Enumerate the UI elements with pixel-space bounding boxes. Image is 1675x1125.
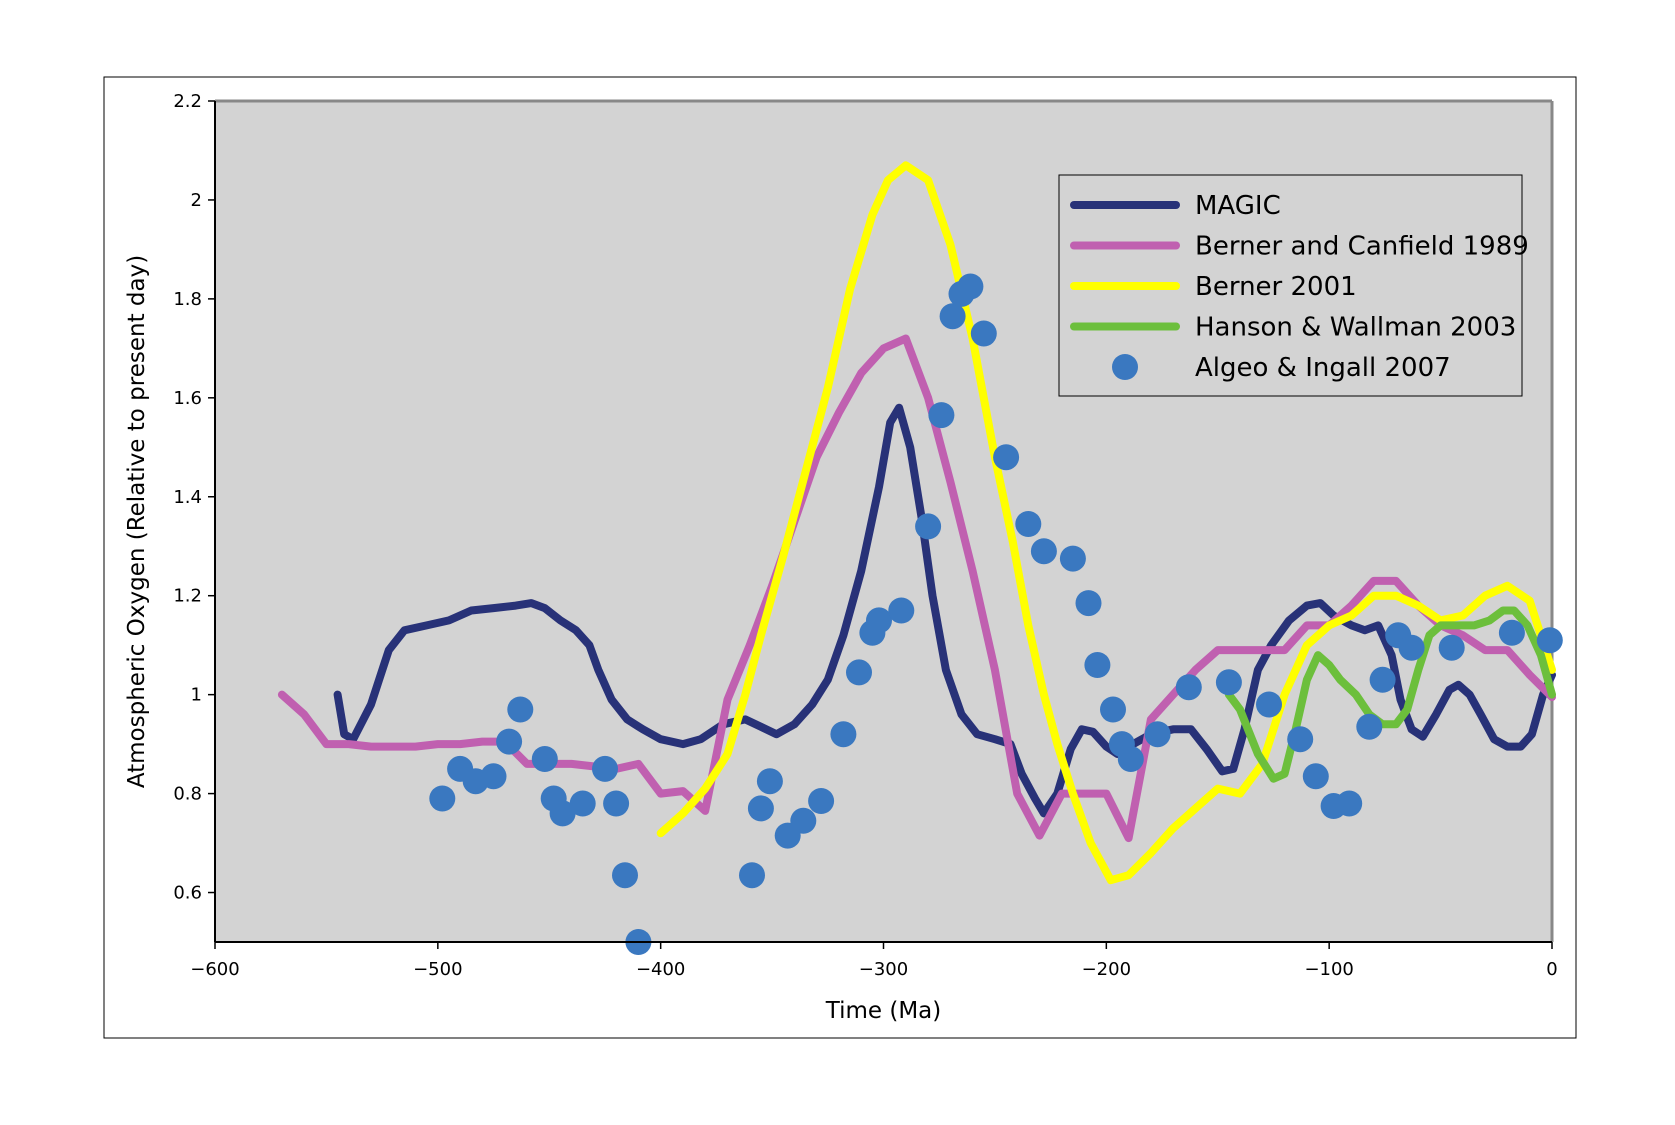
scatter-point bbox=[808, 788, 835, 814]
scatter-point bbox=[1398, 634, 1425, 661]
scatter-point bbox=[1438, 634, 1465, 661]
scatter-point bbox=[480, 763, 507, 790]
scatter-point bbox=[496, 728, 523, 755]
y-axis-title: Atmospheric Oxygen (Relative to present … bbox=[124, 255, 150, 788]
scatter-point bbox=[747, 795, 774, 822]
scatter-point bbox=[1084, 652, 1111, 678]
x-tick-label: −500 bbox=[413, 959, 462, 980]
scatter-point bbox=[1144, 721, 1171, 748]
scatter-point bbox=[603, 790, 630, 817]
scatter-point bbox=[866, 607, 892, 634]
scatter-point bbox=[739, 862, 765, 889]
scatter-point bbox=[1302, 763, 1329, 790]
scatter-point bbox=[1356, 713, 1383, 740]
scatter-point bbox=[830, 721, 857, 748]
y-tick-label: 2 bbox=[191, 190, 202, 211]
scatter-point bbox=[429, 785, 456, 812]
y-tick-label: 2.2 bbox=[173, 91, 202, 112]
scatter-point bbox=[970, 320, 997, 347]
y-tick-label: 1.8 bbox=[173, 289, 202, 310]
scatter-point bbox=[1075, 590, 1102, 617]
x-tick-label: −200 bbox=[1082, 959, 1131, 980]
x-tick-label: −100 bbox=[1304, 959, 1353, 980]
y-tick-label: 1 bbox=[191, 685, 202, 706]
scatter-point bbox=[888, 597, 915, 624]
x-tick-label: −300 bbox=[859, 959, 908, 980]
scatter-point bbox=[928, 402, 955, 429]
series-layer bbox=[277, 161, 1563, 955]
scatter-point bbox=[915, 513, 942, 540]
scatter-point bbox=[507, 696, 534, 723]
series-line-3 bbox=[1224, 606, 1556, 783]
x-tick-label: −600 bbox=[190, 959, 239, 980]
scatter-point bbox=[1100, 696, 1126, 723]
y-tick-label: 1.4 bbox=[173, 487, 202, 508]
scatter-point bbox=[790, 807, 817, 834]
series-line-1 bbox=[277, 334, 1556, 843]
scatter-point bbox=[993, 444, 1020, 471]
y-tick-label: 1.2 bbox=[173, 586, 202, 607]
scatter-point bbox=[569, 790, 596, 817]
scatter-point bbox=[957, 273, 984, 300]
plot-border bbox=[215, 99, 1554, 942]
scatter-point bbox=[1059, 545, 1086, 572]
scatter-point bbox=[846, 659, 872, 686]
scatter-point bbox=[1536, 627, 1563, 654]
legend-label: Algeo & Ingall 2007 bbox=[1195, 353, 1451, 383]
x-tick-label: 0 bbox=[1546, 959, 1557, 980]
scatter-point bbox=[1117, 746, 1144, 772]
scatter-point bbox=[1498, 619, 1525, 646]
y-tick-label: 1.6 bbox=[173, 388, 202, 409]
scatter-point bbox=[1369, 666, 1396, 693]
scatter-point bbox=[756, 768, 783, 795]
scatter-point bbox=[531, 746, 558, 772]
legend-label: Berner and Canfield 1989 bbox=[1195, 232, 1529, 262]
scatter-point bbox=[1336, 790, 1363, 817]
scatter-point bbox=[592, 755, 618, 782]
legend-label: Berner 2001 bbox=[1195, 272, 1357, 302]
scatter-point bbox=[939, 303, 966, 330]
scatter-point bbox=[1015, 511, 1042, 537]
y-tick-label: 0.8 bbox=[173, 784, 202, 805]
scatter-point bbox=[1287, 726, 1314, 753]
x-axis-title: Time (Ma) bbox=[825, 998, 941, 1024]
series-line-2 bbox=[656, 161, 1556, 885]
scatter-point bbox=[1256, 691, 1282, 718]
legend-swatch bbox=[1112, 354, 1138, 380]
scatter-point bbox=[1030, 538, 1057, 565]
legend: MAGIC Berner and Canfield 1989 Berner 2001… bbox=[1058, 174, 1529, 397]
scatter-point bbox=[1215, 669, 1242, 696]
scatter-point bbox=[612, 862, 638, 889]
series-line-0 bbox=[333, 403, 1556, 818]
y-axis: 0.6 0.8 1 1.2 1.4 1.6 1.8 2 2.2 bbox=[173, 91, 216, 942]
scatter-point bbox=[549, 800, 576, 827]
x-tick-label: −400 bbox=[636, 959, 685, 980]
scatter-point bbox=[1175, 674, 1202, 701]
legend-label: Hanson & Wallman 2003 bbox=[1195, 313, 1516, 343]
y-tick-label: 0.6 bbox=[173, 883, 202, 904]
x-axis: −600 −500 −400 −300 −200 −100 0 bbox=[190, 941, 1558, 980]
legend-label: MAGIC bbox=[1195, 191, 1281, 221]
